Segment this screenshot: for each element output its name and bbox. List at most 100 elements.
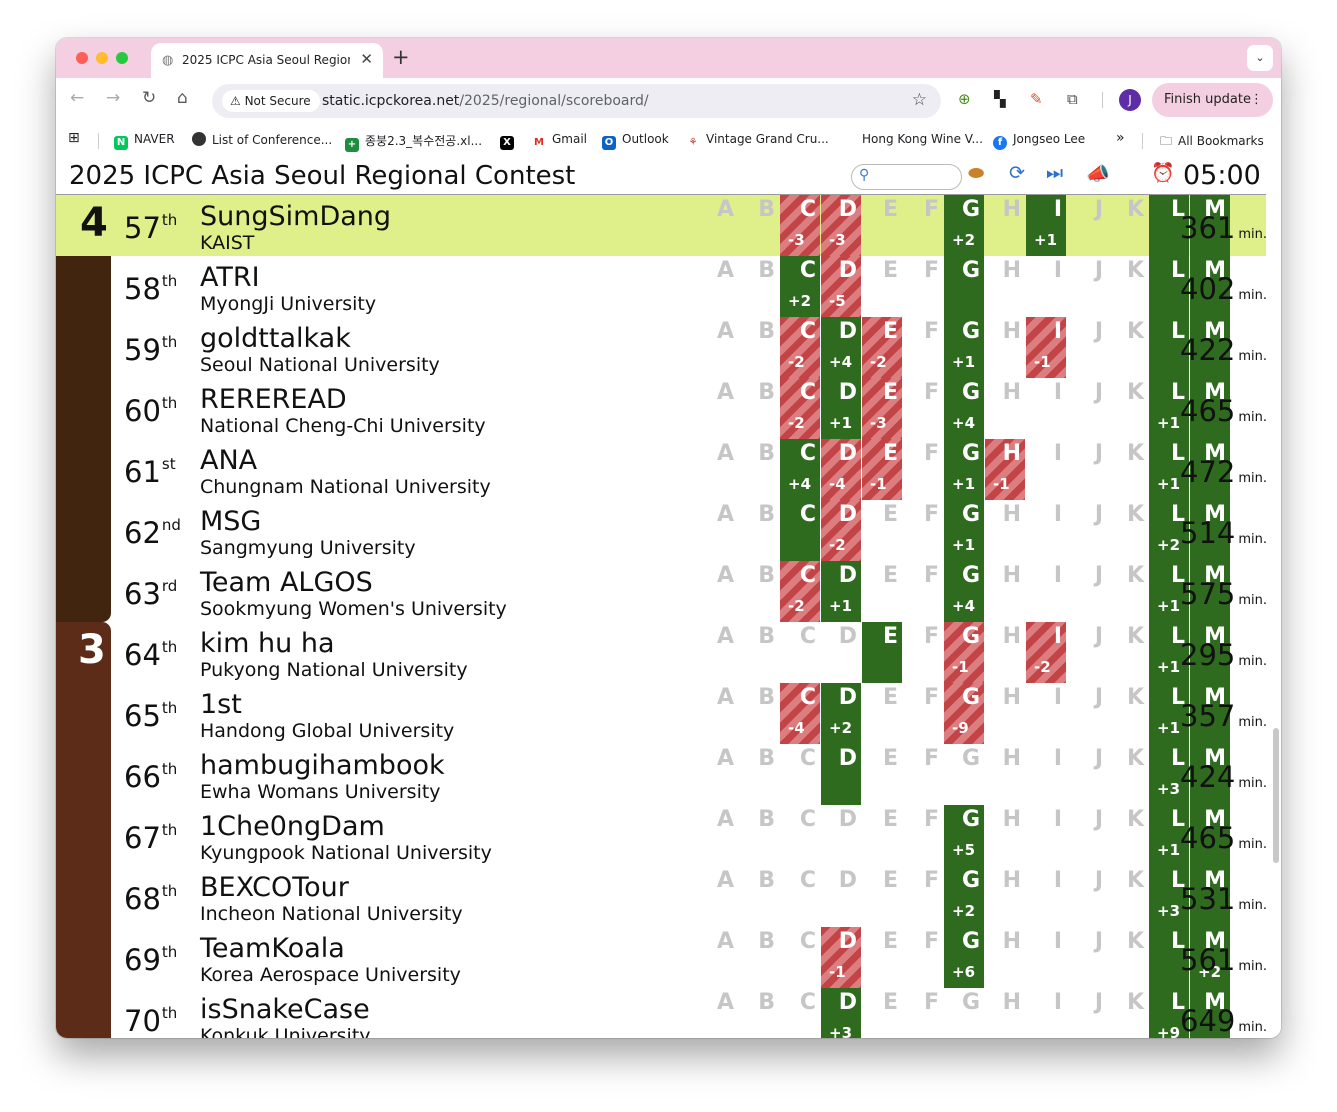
team-row[interactable]: 65th 1st Handong Global University A B C -4 D +2…: [56, 683, 1267, 744]
problem-letter: G: [961, 563, 980, 588]
team-name[interactable]: 1Che0ngDam: [200, 811, 385, 842]
team-row[interactable]: 68th BEXCOTour Incheon National University…: [56, 866, 1267, 927]
attempt-count: +2: [788, 292, 812, 310]
rank-suffix: th: [161, 272, 178, 290]
attempt-count: +1: [1157, 841, 1181, 859]
problem-cell-d: D +4: [821, 317, 861, 378]
problem-letter: A: [716, 624, 734, 649]
team-name[interactable]: BEXCOTour: [200, 872, 349, 903]
food-icon[interactable]: ⬬: [968, 162, 985, 184]
extension-color-icon[interactable]: ✎: [1030, 90, 1043, 108]
problem-cell-f: F: [903, 927, 943, 988]
team-row[interactable]: 63rd Team ALGOS Sookmyung Women's Universi…: [56, 561, 1267, 622]
team-row[interactable]: 69th TeamKoala Korea Aerospace University A…: [56, 927, 1267, 988]
more-bookmarks-icon[interactable]: »: [1116, 130, 1125, 146]
search-input[interactable]: ⚲: [851, 164, 962, 190]
team-row[interactable]: 61st ANA Chungnam National University A B C +4…: [56, 439, 1267, 500]
bookmark-conference[interactable]: List of Conference...: [192, 132, 332, 147]
back-arrow-icon[interactable]: ←: [70, 88, 85, 108]
problem-letter: D: [838, 380, 857, 405]
extensions-puzzle-icon[interactable]: ⧉: [1067, 90, 1078, 108]
team-row[interactable]: 66th hambugihambook Ewha Womans University…: [56, 744, 1268, 805]
home-icon[interactable]: ⌂: [177, 88, 188, 108]
extension-plus-icon[interactable]: ⊕: [958, 90, 971, 108]
team-name[interactable]: REREREAD: [200, 384, 347, 415]
tab-search-button[interactable]: ⌄: [1247, 45, 1273, 71]
team-row[interactable]: 3 64th kim hu ha Pukyong National Universit…: [56, 622, 1267, 683]
problem-cell-m: M: [1190, 317, 1230, 378]
problem-letter: M: [1204, 929, 1226, 954]
team-row[interactable]: 70th isSnakeCase Konkuk University A B C D +3 E F…: [56, 988, 1267, 1038]
profile-avatar[interactable]: J: [1119, 89, 1141, 111]
alarm-clock-icon[interactable]: ⏰: [1151, 162, 1175, 184]
active-tab[interactable]: ◍ 2025 ICPC Asia Seoul Region ✕: [151, 43, 383, 78]
problem-letter: C: [799, 868, 816, 893]
apps-grid-icon[interactable]: ⊞: [68, 130, 80, 146]
page-scrollbar[interactable]: [1273, 728, 1279, 863]
finish-update-button[interactable]: Finish update ⋮: [1152, 83, 1273, 117]
problem-letter: G: [961, 380, 980, 405]
security-chip[interactable]: ⚠ Not Secure: [222, 90, 320, 112]
problem-cell-f: F: [903, 317, 943, 378]
team-name[interactable]: kim hu ha: [200, 628, 335, 659]
rank-suffix: st: [161, 455, 176, 473]
team-row[interactable]: 60th REREREAD National Cheng-Chi Universit…: [56, 378, 1267, 439]
team-name[interactable]: ATRI: [200, 262, 260, 293]
problem-cell-m: M: [1190, 988, 1230, 1038]
folder-icon: 🗀: [1160, 134, 1173, 148]
problem-cell-h: H: [985, 805, 1025, 866]
problem-letter: F: [923, 197, 939, 222]
all-bookmarks[interactable]: 🗀 All Bookmarks: [1160, 134, 1264, 148]
url-text[interactable]: static.icpckorea.net/2025/regional/score…: [322, 93, 649, 109]
bookmark-outlook[interactable]: O Outlook: [602, 132, 669, 150]
new-tab-button[interactable]: +: [392, 45, 410, 69]
bookmark-facebook[interactable]: f Jongseo Lee: [993, 132, 1085, 150]
penalty-time: 424 min.: [1180, 760, 1268, 794]
skip-forward-icon[interactable]: ⏭: [1046, 162, 1064, 184]
team-name[interactable]: hambugihambook: [200, 750, 445, 781]
zoom-window-button[interactable]: [116, 52, 128, 64]
address-bar[interactable]: ⚠ Not Secure static.icpckorea.net/2025/r…: [212, 84, 941, 118]
team-name[interactable]: TeamKoala: [200, 933, 345, 964]
bookmark-star-icon[interactable]: ☆: [911, 90, 927, 110]
kebab-menu-icon[interactable]: ⋮: [1250, 92, 1263, 107]
team-name[interactable]: Team ALGOS: [200, 567, 373, 598]
team-name[interactable]: SungSimDang: [200, 201, 392, 232]
megaphone-icon[interactable]: 📣: [1086, 163, 1110, 185]
team-row[interactable]: 62nd MSG Sangmyung University A B C D -2 E F G +1 H I…: [56, 500, 1267, 561]
bookmark-naver[interactable]: N NAVER: [114, 132, 175, 150]
problem-cell-d: D +2: [821, 683, 861, 744]
bookmark-hongkong-wine[interactable]: Hong Kong Wine V...: [862, 132, 983, 146]
close-window-button[interactable]: [76, 52, 88, 64]
attempt-count: +3: [1157, 780, 1181, 798]
team-name[interactable]: 1st: [200, 689, 242, 720]
problem-cell-m: M: [1190, 866, 1230, 927]
team-name[interactable]: isSnakeCase: [200, 994, 370, 1025]
problem-cell-f: F: [903, 988, 943, 1038]
team-row[interactable]: 67th 1Che0ngDam Kyungpook National Univers…: [56, 805, 1267, 866]
team-row[interactable]: 58th ATRI MyongJi University A B C +2 D -5 E F G H I J…: [56, 256, 1267, 317]
team-row[interactable]: 4 57th SungSimDang KAIST A B C -3 D -3 E F G +2 H I +1 J K…: [56, 195, 1267, 256]
bookmark-spreadsheet[interactable]: + 종붕2.3_복수전공.xl...: [345, 132, 482, 152]
team-name[interactable]: ANA: [200, 445, 258, 476]
attempt-count: +1: [952, 353, 976, 371]
problem-cell-c: C -4: [780, 683, 820, 744]
problem-letter: I: [1053, 197, 1062, 222]
problem-cell-e: E: [862, 622, 902, 683]
close-tab-icon[interactable]: ✕: [360, 50, 373, 68]
bookmark-gmail[interactable]: M Gmail: [532, 132, 587, 150]
bookmark-vintage[interactable]: ⚘ Vintage Grand Cru...: [686, 132, 829, 150]
team-name[interactable]: MSG: [200, 506, 262, 537]
bookmark-x[interactable]: X: [500, 132, 520, 150]
problem-letter: G: [961, 807, 980, 832]
refresh-icon[interactable]: ⟳: [1009, 162, 1025, 184]
minimize-window-button[interactable]: [96, 52, 108, 64]
forward-arrow-icon[interactable]: →: [106, 88, 121, 108]
team-name[interactable]: goldttalkak: [200, 323, 351, 354]
problem-letter: B: [758, 197, 775, 222]
extension-glasses-icon[interactable]: ▚: [994, 90, 1006, 108]
reload-icon[interactable]: ↻: [142, 88, 157, 108]
team-row[interactable]: 59th goldttalkak Seoul National University…: [56, 317, 1267, 378]
problem-letter: E: [882, 990, 898, 1015]
problem-letter: K: [1126, 441, 1144, 466]
